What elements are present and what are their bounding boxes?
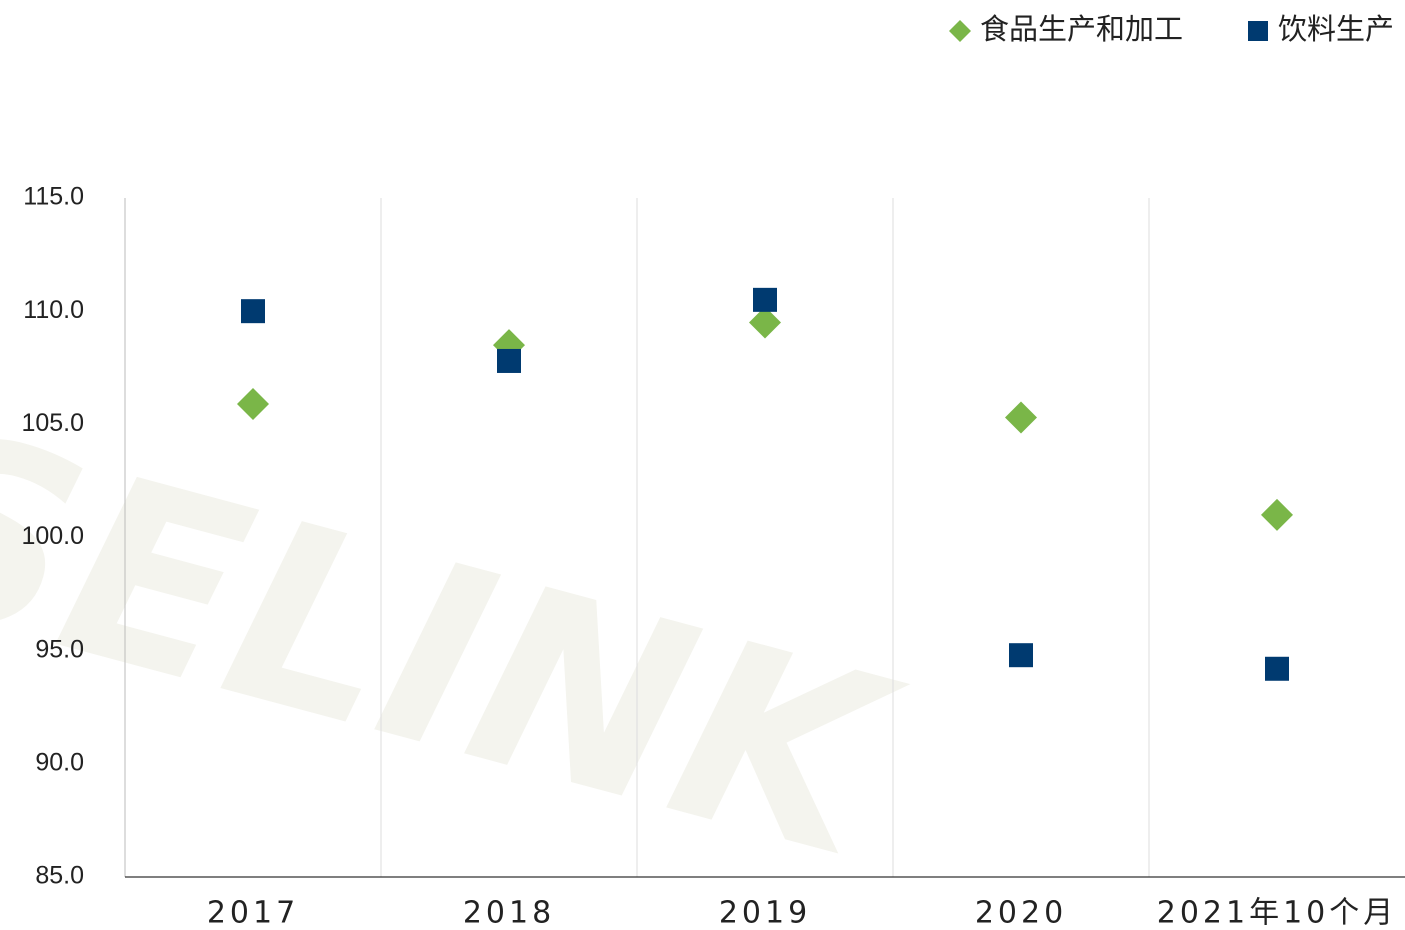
y-tick-label: 110.0 (23, 296, 84, 324)
x-tick-label: 2020 (975, 896, 1067, 930)
y-tick-label: 90.0 (35, 748, 84, 776)
legend-label: 饮料生产 (1278, 12, 1394, 46)
watermark: SELINK (0, 372, 924, 918)
legend-marker (1248, 21, 1268, 41)
point (1005, 401, 1037, 434)
legend-label: 食品生产和加工 (980, 12, 1183, 46)
y-tick-label: 105.0 (21, 409, 84, 437)
point (241, 299, 265, 324)
point (1261, 498, 1293, 531)
x-tick-label: 2018 (463, 896, 555, 930)
point (1265, 656, 1289, 681)
y-tick-label: 100.0 (21, 522, 84, 550)
point (749, 306, 781, 339)
x-tick-label: 2019 (719, 896, 811, 930)
point (753, 287, 777, 312)
x-tick-label: 2017 (207, 896, 299, 930)
y-tick-label: 115.0 (23, 183, 84, 211)
point (237, 387, 269, 420)
legend-marker (949, 20, 971, 42)
x-tick-label: 2021年10个月 (1157, 896, 1398, 930)
point (1009, 643, 1033, 668)
point (497, 348, 521, 373)
y-tick-label: 85.0 (35, 862, 84, 890)
y-tick-label: 95.0 (35, 635, 84, 663)
